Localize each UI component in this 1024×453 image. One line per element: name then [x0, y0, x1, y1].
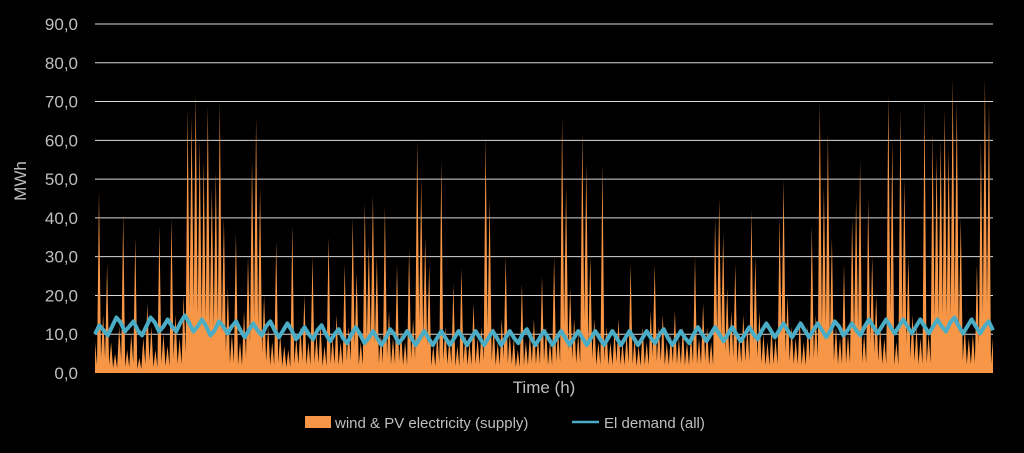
y-tick-label: 70,0 [45, 93, 78, 112]
y-tick-label: 90,0 [45, 15, 78, 34]
y-tick-label: 20,0 [45, 286, 78, 305]
y-tick-label: 10,0 [45, 325, 78, 344]
y-tick-labels: 0,0 10,0 20,0 30,0 40,0 50,0 60,0 70,0 80,0 90,0 [45, 15, 78, 383]
y-tick-label: 30,0 [45, 248, 78, 267]
y-axis-title: MWh [11, 161, 30, 201]
x-axis-title: Time (h) [513, 378, 576, 397]
legend: wind & PV electricity (supply) El demand… [305, 415, 705, 432]
legend-demand-label: El demand (all) [604, 415, 705, 432]
supply-area [95, 78, 993, 374]
y-tick-label: 0,0 [54, 364, 78, 383]
y-tick-label: 40,0 [45, 209, 78, 228]
legend-supply-swatch [305, 416, 331, 428]
y-tick-label: 80,0 [45, 54, 78, 73]
demand-line [93, 313, 995, 348]
y-tick-label: 60,0 [45, 131, 78, 150]
y-tick-label: 50,0 [45, 170, 78, 189]
legend-supply-label: wind & PV electricity (supply) [334, 415, 528, 432]
